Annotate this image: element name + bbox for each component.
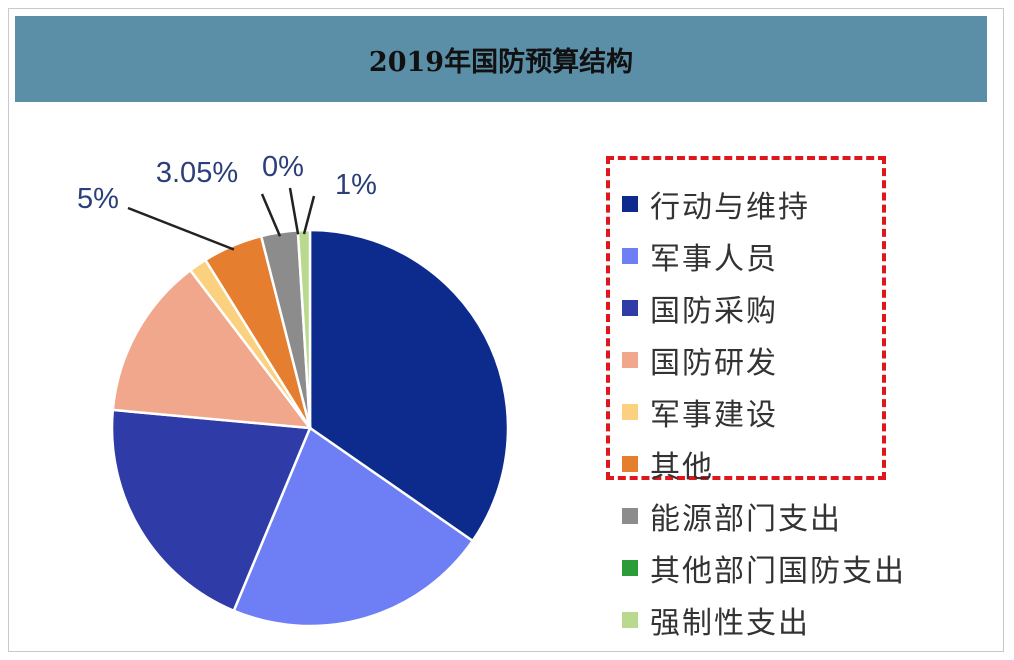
legend: 行动与维持军事人员国防采购国防研发军事建设其他能源部门支出其他部门国防支出 强制性… — [622, 178, 906, 646]
legend-label: 强制性支出 — [650, 606, 810, 641]
legend-item-9: 强制性支出 — [622, 594, 906, 646]
legend-label: 军事建设 — [650, 398, 778, 433]
legend-swatch — [622, 196, 638, 212]
legend-highlight-box — [606, 156, 886, 480]
pie-slice-2 — [232, 426, 475, 628]
legend-swatch — [622, 456, 638, 472]
title-bar: 2019年国防预算结构 — [15, 16, 987, 102]
legend-swatch — [622, 508, 638, 524]
leader-line-6 — [127, 206, 235, 251]
leader-line-9 — [302, 195, 316, 235]
legend-label: 行动与维持 — [650, 190, 810, 225]
legend-item-3: 国防采购 — [622, 282, 906, 334]
pie-slice-4 — [111, 268, 313, 430]
data-label-7: 3.05% — [156, 157, 238, 189]
legend-item-8: 其他部门国防支出 — [622, 542, 906, 594]
chart-title: 2019年国防预算结构 — [368, 46, 634, 78]
legend-item-1: 行动与维持 — [622, 178, 906, 230]
legend-item-6: 其他 — [622, 438, 906, 490]
data-label-6: 5% — [77, 183, 119, 215]
leader-line-8 — [288, 187, 300, 235]
legend-swatch — [622, 560, 638, 576]
legend-label: 国防采购 — [650, 294, 778, 329]
legend-item-4: 国防研发 — [622, 334, 906, 386]
data-label-9: 1% — [335, 169, 377, 201]
legend-label: 其他 — [650, 450, 714, 485]
data-label-8: 0% — [262, 151, 304, 183]
legend-swatch — [622, 404, 638, 420]
legend-swatch — [622, 352, 638, 368]
pie-slice-1 — [308, 228, 510, 543]
legend-item-2: 军事人员 — [622, 230, 906, 282]
legend-label: 国防研发 — [650, 346, 778, 381]
legend-item-5: 军事建设 — [622, 386, 906, 438]
legend-label: 能源部门支出 — [650, 502, 842, 537]
legend-swatch — [622, 300, 638, 316]
legend-label: 其他部门国防支出 — [650, 554, 906, 589]
legend-swatch — [622, 612, 638, 628]
leader-line-7 — [260, 193, 282, 237]
pie-slice-3 — [110, 408, 312, 613]
legend-swatch — [622, 248, 638, 264]
legend-label: 军事人员 — [650, 242, 778, 277]
legend-item-7: 能源部门支出 — [622, 490, 906, 542]
